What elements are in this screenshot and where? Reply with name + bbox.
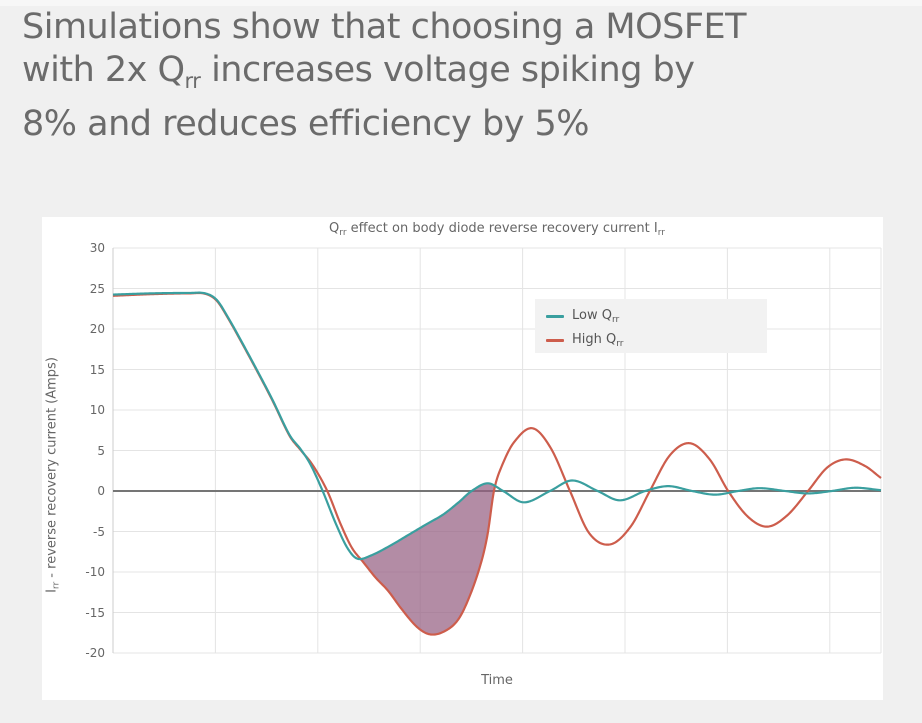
heading-line-3: 8% and reduces efficiency by 5% [22, 104, 590, 144]
legend-item-high-qrr: High Qrr [546, 328, 767, 352]
qrr-subscript: rr [616, 338, 624, 349]
page-title: Simulations show that choosing a MOSFET … [22, 6, 917, 146]
y-tick-label: -20 [85, 646, 105, 660]
low-qrr-line-swatch [546, 314, 564, 318]
y-tick-label: 20 [89, 322, 105, 336]
y-tick-label: -10 [85, 565, 105, 579]
qrr-subscript: rr [184, 69, 201, 93]
y-tick-label: -5 [93, 524, 105, 539]
heading-line-1: Simulations show that choosing a MOSFET [22, 7, 746, 47]
y-axis-label: Irr - reverse recovery current (Amps) [44, 357, 62, 593]
x-axis-label: Time [481, 673, 513, 688]
y-tick-label: 30 [89, 241, 105, 255]
y-tick-label: -15 [85, 605, 105, 620]
heading-line-2: with 2x Qrr increases voltage spiking by [22, 50, 695, 93]
irr-subscript: rr [51, 581, 62, 590]
chart-title: Qrr effect on body diode reverse recover… [329, 221, 665, 238]
chart-card: Qrr effect on body diode reverse recover… [42, 217, 883, 700]
qrr-subscript: rr [339, 228, 347, 238]
irr-subscript: rr [657, 228, 665, 238]
y-tick-label: 25 [89, 281, 105, 296]
legend-label-low-qrr: Low Qrr [572, 307, 620, 325]
y-tick-label: 5 [97, 443, 105, 458]
qrr-shaded-area [360, 483, 495, 635]
qrr-subscript: rr [611, 314, 620, 325]
y-tick-label: 10 [89, 403, 105, 417]
legend-item-low-qrr: Low Qrr [546, 304, 767, 328]
low-qrr-curve [112, 291, 882, 561]
y-tick-label: 15 [89, 362, 105, 377]
high-qrr-line-swatch [546, 338, 564, 342]
legend: Low Qrr High Qrr [535, 299, 767, 353]
top-strip [0, 0, 922, 6]
legend-label-high-qrr: High Qrr [572, 331, 624, 349]
y-tick-label: 0 [97, 484, 105, 498]
